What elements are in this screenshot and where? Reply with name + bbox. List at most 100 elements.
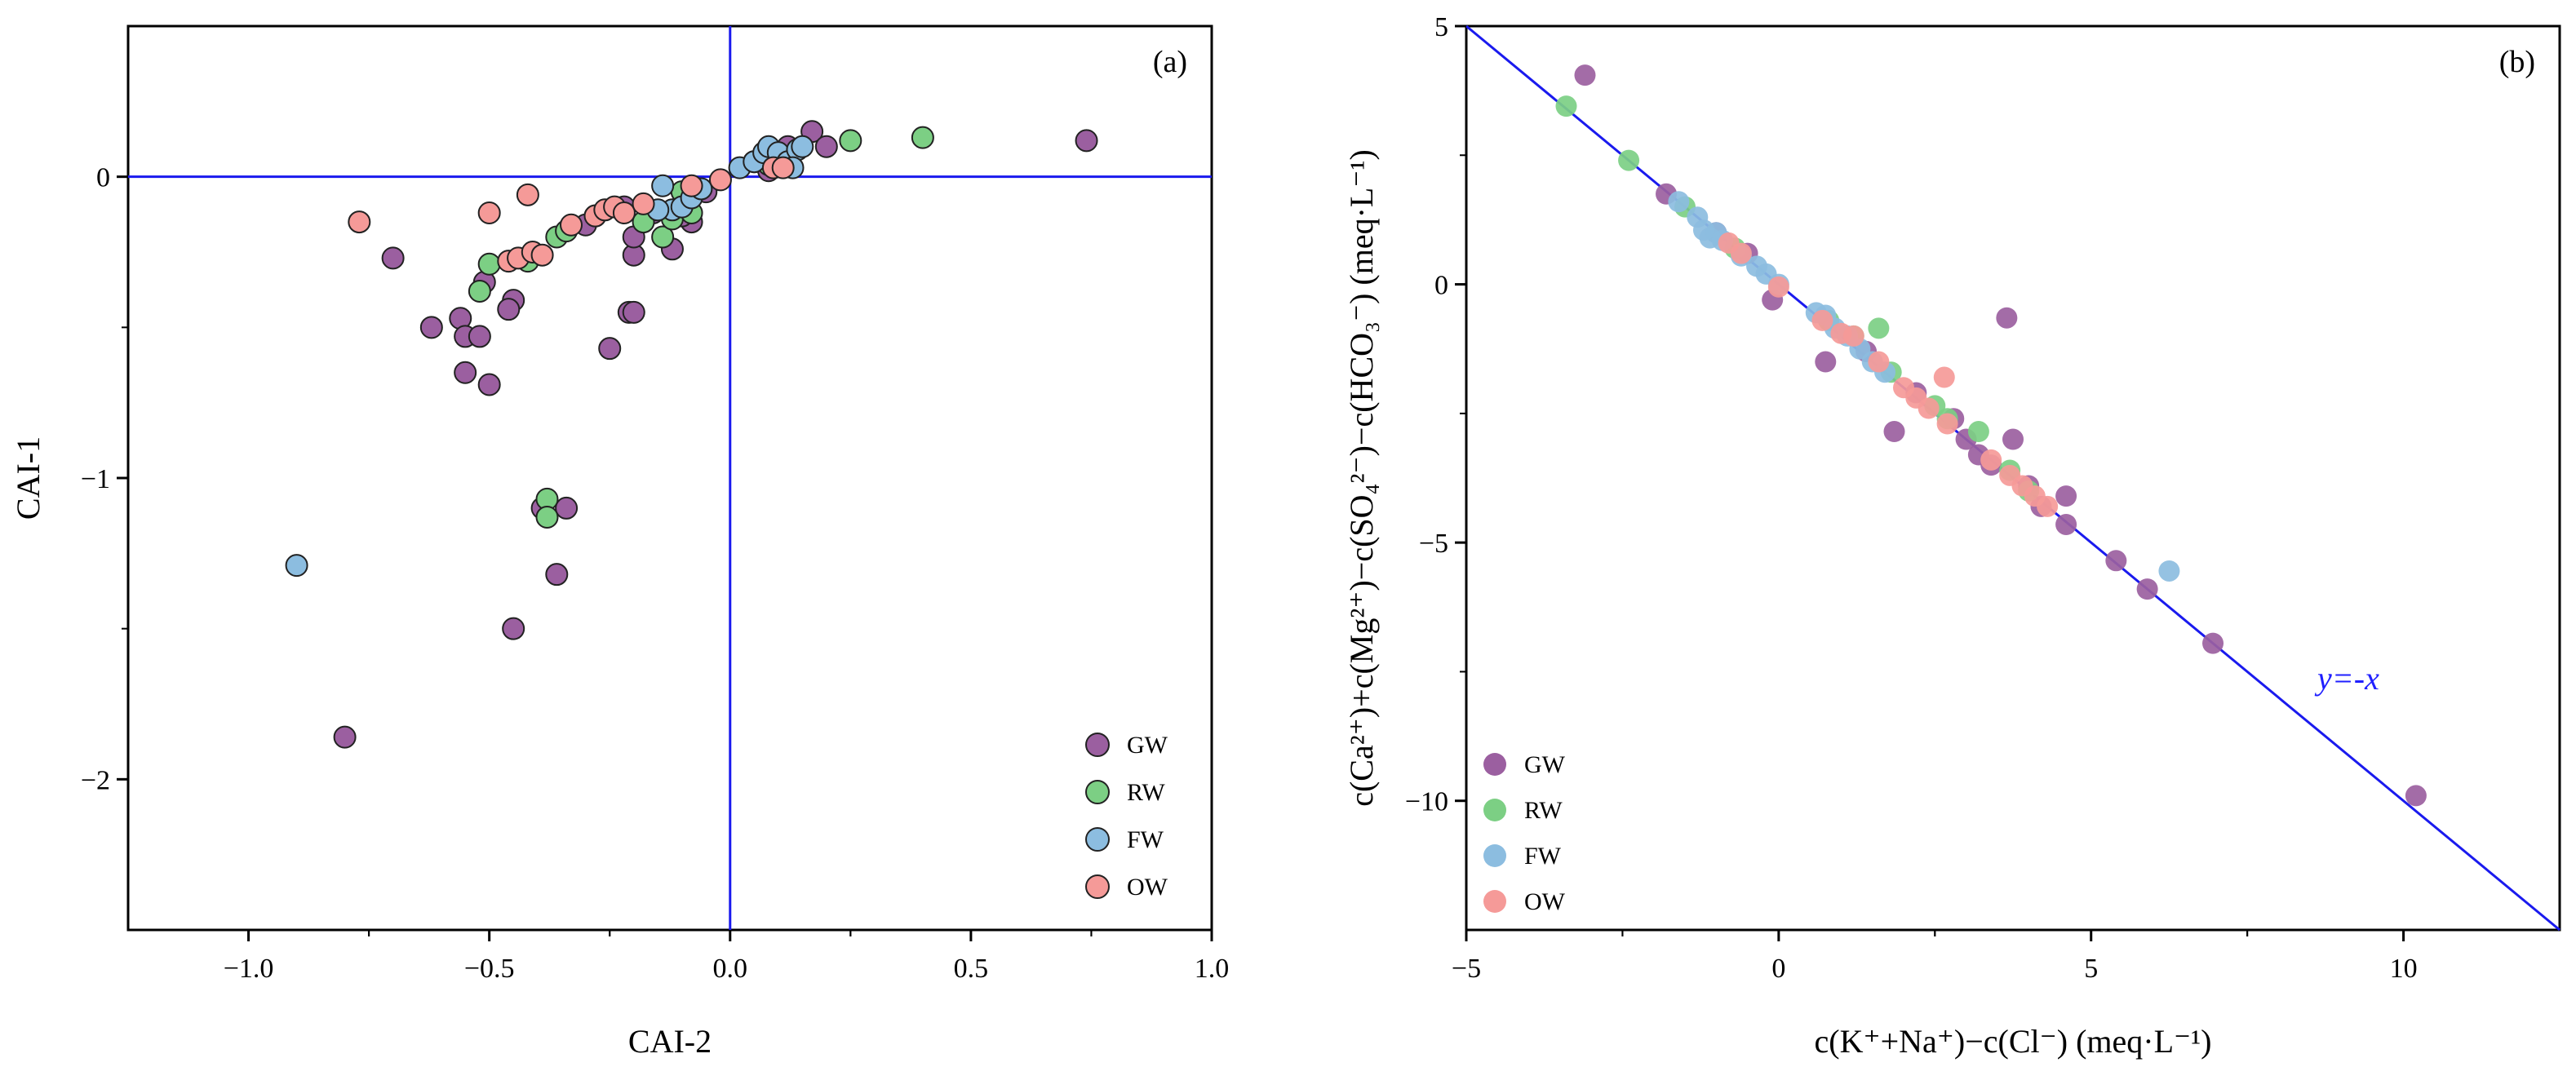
panel-b-x-tick-label: 10 <box>2390 954 2418 984</box>
point-gw <box>497 298 521 321</box>
point-gw <box>555 496 579 520</box>
legend-marker-ow <box>1483 890 1506 913</box>
point-ow <box>1936 413 1958 435</box>
panel-a-frame <box>126 24 1213 932</box>
point-rw <box>1555 95 1577 117</box>
point-gw <box>1815 351 1837 373</box>
point-ow <box>612 201 636 224</box>
panel-a-y-tick-label: −2 <box>81 765 110 795</box>
point-ow <box>771 156 795 179</box>
panel-a-y-tick-label: −1 <box>81 464 110 494</box>
legend-label-rw: RW <box>1127 779 1165 806</box>
panel-b-y-tick-label: −5 <box>1419 529 1448 559</box>
panel-a-legend: GW RW FW OW <box>1085 732 1168 901</box>
legend-marker-rw <box>1085 780 1110 804</box>
point-rw <box>535 506 559 529</box>
panel-a-x-tick-label: 0.0 <box>713 954 748 984</box>
point-ow <box>1918 397 1940 419</box>
panel-b-reference-line-label: y=-x <box>2314 660 2379 697</box>
point-gw <box>1883 421 1905 443</box>
point-gw <box>2055 485 2077 507</box>
point-gw <box>2002 428 2024 450</box>
panel-b-x-tick-label: 5 <box>2084 954 2098 984</box>
point-ow <box>477 201 501 224</box>
legend-label-fw: FW <box>1524 843 1562 870</box>
point-gw <box>1574 64 1596 86</box>
panel-a-points <box>285 120 1098 749</box>
point-ow <box>1980 449 2002 471</box>
panel-b-x-tick-label: −5 <box>1452 954 1481 984</box>
point-gw <box>2202 632 2224 654</box>
point-gw <box>381 246 405 270</box>
panel-a-ticks: −1.0 −0.5 0.0 0.5 1.0 −2 −1 0 <box>81 163 1229 984</box>
panel-a-y-axis-title: CAI-1 <box>10 436 47 520</box>
panel-a-x-tick-label: 1.0 <box>1195 954 1230 984</box>
point-ow <box>1933 366 1955 388</box>
point-ow <box>1767 276 1789 298</box>
point-ow <box>632 192 655 215</box>
point-ow <box>516 183 539 206</box>
point-ow <box>1730 242 1752 264</box>
panel-b-x-axis-title: c(K⁺+Na⁺)−c(Cl⁻) (meq·L⁻¹) <box>1815 1023 2212 1060</box>
point-gw <box>333 725 357 749</box>
point-ow <box>348 210 371 234</box>
point-ow <box>1868 351 1890 373</box>
panel-b-legend: GW RW FW OW <box>1483 751 1566 915</box>
point-ow <box>1811 309 1833 331</box>
legend-marker-fw <box>1483 844 1506 867</box>
point-gw <box>1996 307 2018 329</box>
point-gw <box>454 361 477 384</box>
point-rw <box>1618 149 1640 171</box>
panel-b-y-axis-title: c(Ca²⁺)+c(Mg²⁺)−c(SO₄²⁻)−c(HCO₃⁻) (meq·L… <box>1343 149 1380 807</box>
point-gw <box>502 617 525 640</box>
panel-a: −1.0 −0.5 0.0 0.5 1.0 −2 −1 0 (a) CAI-2 CAI-1 G… <box>10 24 1229 1060</box>
point-rw <box>477 252 501 276</box>
point-gw <box>477 373 501 396</box>
point-fw <box>2158 560 2180 582</box>
point-gw <box>2136 578 2158 600</box>
point-fw <box>285 554 308 578</box>
legend-marker-gw <box>1085 733 1110 757</box>
point-fw <box>651 174 675 197</box>
panel-b-ticks: −5 0 5 10 −10 −5 0 5 <box>1405 12 2418 984</box>
panel-a-y-tick-label: 0 <box>96 163 110 193</box>
legend-label-rw: RW <box>1524 797 1563 824</box>
point-rw <box>468 280 491 303</box>
point-ow <box>530 243 554 267</box>
point-gw <box>2055 513 2077 535</box>
panel-a-x-axis-title: CAI-2 <box>628 1023 712 1060</box>
panel-a-reference-lines <box>128 26 1212 930</box>
legend-marker-fw <box>1085 827 1110 852</box>
point-ow <box>560 213 583 237</box>
point-gw <box>419 316 443 339</box>
point-gw <box>2405 785 2427 807</box>
point-gw <box>814 135 838 158</box>
panel-a-x-tick-label: 0.5 <box>954 954 989 984</box>
legend-label-ow: OW <box>1127 874 1168 901</box>
point-gw <box>622 300 645 324</box>
legend-marker-rw <box>1483 799 1506 821</box>
legend-label-ow: OW <box>1524 888 1566 915</box>
point-rw <box>651 225 675 249</box>
point-ow <box>708 168 732 192</box>
panel-b-x-tick-label: 0 <box>1771 954 1785 984</box>
legend-label-gw: GW <box>1127 732 1168 759</box>
point-rw <box>1868 317 1890 339</box>
point-rw <box>911 126 934 149</box>
legend-marker-gw <box>1483 753 1506 776</box>
point-gw <box>468 325 491 348</box>
panel-a-label: (a) <box>1153 45 1187 79</box>
point-ow <box>1842 325 1864 347</box>
panel-b-label: (b) <box>2499 45 2535 79</box>
legend-label-fw: FW <box>1127 826 1164 853</box>
point-ow <box>680 174 703 197</box>
panel-b-frame <box>1465 24 2561 932</box>
point-fw <box>791 135 814 158</box>
legend-label-gw: GW <box>1524 751 1566 778</box>
panel-b: −5 0 5 10 −10 −5 0 5 (b) y=-x c(K⁺+Na⁺)−c(Cl⁻) … <box>1343 12 2561 1060</box>
panel-b-y-tick-label: 0 <box>1434 271 1448 301</box>
point-gw <box>598 337 622 361</box>
point-rw <box>839 129 862 153</box>
legend-marker-ow <box>1085 874 1110 899</box>
